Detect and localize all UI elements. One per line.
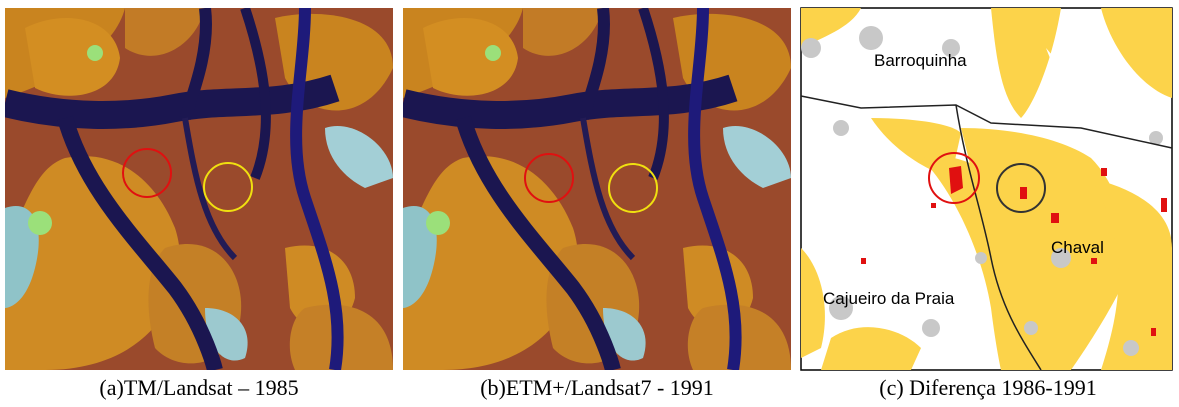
marker-circle bbox=[928, 152, 980, 204]
place-label: Cajueiro da Praia bbox=[823, 289, 955, 308]
caption: (a)TM/Landsat – 1985 bbox=[99, 375, 298, 400]
caption: (b)ETM+/Landsat7 - 1991 bbox=[480, 375, 714, 400]
marker-circle bbox=[608, 163, 658, 213]
satellite-image bbox=[5, 8, 393, 370]
panel-c: Barroquinha Chaval Cajueiro da Praia bbox=[800, 7, 1173, 371]
place-label: Barroquinha bbox=[874, 51, 967, 70]
satellite-image bbox=[403, 8, 791, 370]
marker-circle bbox=[996, 163, 1046, 213]
marker-circle bbox=[203, 162, 253, 212]
marker-circle bbox=[122, 148, 172, 198]
place-label: Chaval bbox=[1051, 238, 1104, 257]
caption: (c) Diferença 1986-1991 bbox=[879, 375, 1096, 400]
panel-b bbox=[403, 8, 791, 370]
panel-a bbox=[5, 8, 393, 370]
marker-circle bbox=[524, 153, 574, 203]
